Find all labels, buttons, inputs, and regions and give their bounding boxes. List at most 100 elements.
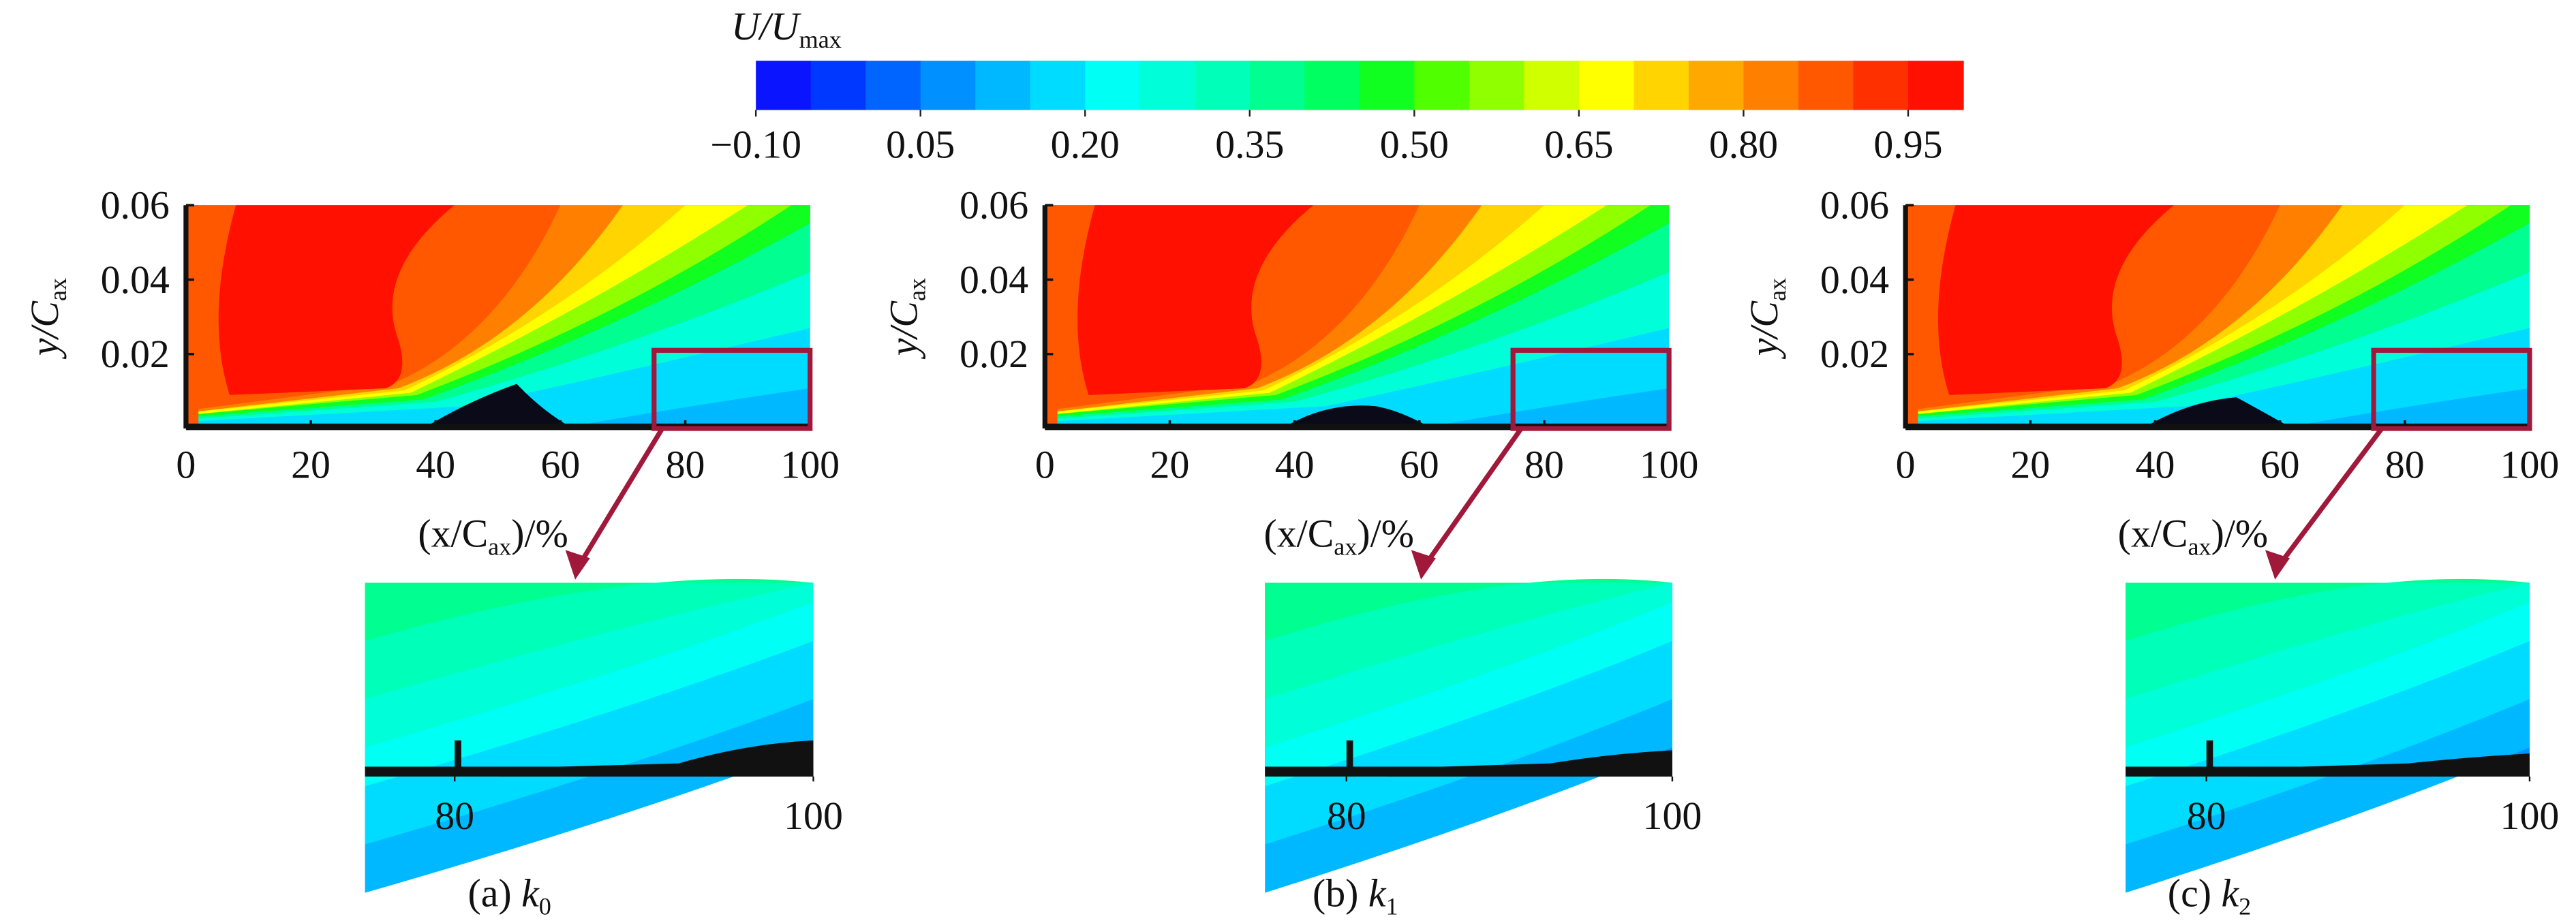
- colorbar-tick-label: 0.95: [1873, 122, 1942, 166]
- colorbar-band: [1524, 61, 1580, 110]
- contour-band: [1937, 205, 2174, 395]
- zoom-arrow: [576, 427, 664, 568]
- colorbar-tick-label: 0.50: [1380, 122, 1449, 166]
- colorbar-band: [1798, 61, 1854, 110]
- inset-band: [1265, 578, 1672, 641]
- x-axis-label-main: (x/C: [418, 512, 488, 556]
- inset-x-tick-label: 80: [1327, 794, 1366, 838]
- inset-x-tick-label: 80: [435, 794, 474, 838]
- caption-symbol: k: [1368, 871, 1387, 915]
- y-axis-label-sub: ax: [903, 278, 930, 301]
- x-axis-label: (x/Cax)/%: [418, 512, 568, 561]
- x-axis-label: (x/Cax)/%: [2118, 512, 2268, 561]
- colorbar-band: [810, 61, 867, 110]
- colorbar-tick-label: 0.65: [1544, 122, 1613, 166]
- x-tick-label: 40: [1275, 442, 1315, 486]
- wall: [185, 423, 810, 429]
- caption: (c) k2: [2168, 871, 2251, 920]
- zoom-arrow: [1422, 426, 1524, 568]
- zoom-arrowhead: [1411, 550, 1436, 580]
- caption-symbol: k: [2221, 871, 2239, 915]
- colorbar-band: [756, 61, 812, 110]
- separation-bubble: [423, 384, 573, 429]
- x-tick-label: 20: [291, 442, 331, 486]
- x-tick-label: 80: [2385, 442, 2425, 486]
- colorbar-tick-label: 0.80: [1709, 122, 1778, 166]
- caption-sub: 0: [539, 892, 551, 920]
- x-tick-label: 80: [1524, 442, 1564, 486]
- colorbar-band: [1085, 61, 1141, 110]
- inset-x-tick-label: 100: [1643, 794, 1702, 838]
- zoom-arrowhead: [2265, 550, 2290, 580]
- zoom-box: [2371, 347, 2532, 431]
- y-axis-label-main: y/C: [881, 300, 925, 360]
- x-axis-label-end: )/%: [511, 512, 568, 556]
- x-axis-label-sub: ax: [488, 533, 511, 561]
- x-tick-label: 60: [2260, 442, 2300, 486]
- x-tick-label: 20: [1150, 442, 1190, 486]
- x-tick-label: 0: [176, 442, 196, 486]
- colorbar-band: [1304, 61, 1361, 110]
- inset-bubble: [499, 740, 814, 777]
- x-axis-label-main: (x/C: [2118, 512, 2188, 556]
- separation-bubble: [2143, 397, 2293, 429]
- caption-label: (b): [1313, 871, 1368, 915]
- inset-probe: [455, 740, 461, 770]
- y-axis-label-main: y/C: [22, 300, 67, 360]
- colorbar-band: [920, 61, 977, 110]
- y-tick-label: 0.04: [960, 257, 1028, 302]
- inset-x-tick-label: 100: [2500, 794, 2560, 838]
- caption: (a) k0: [467, 871, 551, 920]
- colorbar-band: [1030, 61, 1086, 110]
- y-tick-label: 0.04: [101, 257, 170, 302]
- colorbar-band: [1688, 61, 1745, 110]
- caption-label: (c): [2168, 871, 2222, 915]
- y-tick-label: 0.02: [1820, 332, 1889, 376]
- y-axis-label-main: y/C: [1742, 300, 1786, 360]
- zoom-arrowhead: [565, 550, 590, 580]
- wall: [1045, 423, 1670, 429]
- x-axis-label-end: )/%: [2211, 512, 2269, 556]
- colorbar-tick-label: 0.35: [1215, 122, 1284, 166]
- x-axis-label-end: )/%: [1357, 512, 1414, 556]
- y-axis-label: y/Cax: [22, 278, 72, 359]
- y-tick-label: 0.06: [101, 183, 170, 228]
- caption: (b) k1: [1313, 871, 1398, 920]
- contour-band: [1905, 205, 1918, 429]
- x-axis-label-main: (x/C: [1263, 512, 1334, 556]
- contour-band: [218, 205, 455, 395]
- y-tick-label: 0.06: [960, 183, 1028, 228]
- x-tick-label: 100: [780, 442, 840, 486]
- colorbar-title-main: U/U: [731, 4, 801, 48]
- wall-layer: [1419, 388, 1670, 429]
- inset-band: [365, 578, 814, 641]
- zoom-box: [651, 347, 813, 431]
- x-tick-label: 0: [1035, 442, 1055, 486]
- inset-band: [2126, 578, 2530, 641]
- x-tick-label: 0: [1896, 442, 1916, 486]
- wall-layer: [2280, 388, 2530, 429]
- x-tick-label: 40: [2136, 442, 2175, 486]
- y-tick-label: 0.06: [1820, 183, 1889, 228]
- separation-bubble: [1282, 405, 1432, 429]
- colorbar-tick-label: 0.20: [1051, 122, 1120, 166]
- colorbar-band: [975, 61, 1031, 110]
- inset-x-tick-label: 80: [2187, 794, 2226, 838]
- x-tick-label: 100: [1640, 442, 1699, 486]
- contour-band: [185, 205, 199, 429]
- x-tick-label: 60: [540, 442, 580, 486]
- inset-bubble: [1387, 750, 1672, 777]
- colorbar-band: [1139, 61, 1196, 110]
- colorbar-band: [1907, 61, 1964, 110]
- zoom-box: [1510, 347, 1672, 431]
- colorbar-tick-label: −0.10: [710, 122, 801, 166]
- colorbar-title-sub: max: [799, 26, 842, 53]
- caption-sub: 1: [1386, 892, 1398, 920]
- x-tick-label: 20: [2010, 442, 2050, 486]
- contour-band: [1077, 205, 1314, 395]
- inset-bubble: [2246, 753, 2530, 777]
- colorbar-band: [1853, 61, 1910, 110]
- colorbar-band: [1359, 61, 1415, 110]
